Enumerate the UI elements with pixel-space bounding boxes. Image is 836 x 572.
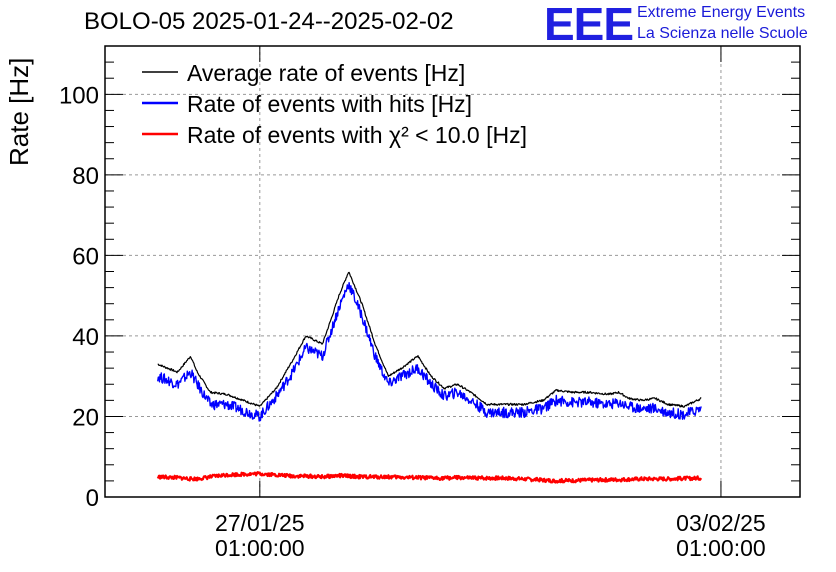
y-tick-label: 0 xyxy=(86,485,99,512)
y-tick-label: 100 xyxy=(59,82,99,109)
series-line-2 xyxy=(156,471,703,484)
plot-frame xyxy=(104,45,801,498)
legend-label-0: Average rate of events [Hz] xyxy=(187,60,465,86)
frame-layer: 02040608010027/01/2501:00:0003/02/2501:0… xyxy=(59,45,801,561)
y-tick-label: 60 xyxy=(72,243,99,270)
x-tick-label-date: 03/02/25 xyxy=(676,510,766,536)
legend-label-2: Rate of events with χ² < 10.0 [Hz] xyxy=(187,122,527,148)
y-tick-label: 20 xyxy=(72,404,99,431)
logo-line-2: La Scienza nelle Scuole xyxy=(637,25,808,42)
grid-layer xyxy=(105,46,800,497)
eee-logo-mark: EEE xyxy=(544,0,634,50)
legend-label-1: Rate of events with hits [Hz] xyxy=(187,91,472,117)
x-tick-label-time: 01:00:00 xyxy=(215,535,305,561)
legend: Average rate of events [Hz] Rate of event… xyxy=(142,60,527,148)
logo-line-1: Extreme Energy Events xyxy=(637,4,806,21)
y-tick-label: 80 xyxy=(72,163,99,190)
series-line-0 xyxy=(157,271,702,408)
series-layer xyxy=(156,271,703,484)
series-line-1 xyxy=(157,282,702,422)
x-tick-label-date: 27/01/25 xyxy=(215,510,305,536)
y-tick-label: 40 xyxy=(72,324,99,351)
x-tick-label-time: 01:00:00 xyxy=(676,535,766,561)
chart-title: BOLO-05 2025-01-24--2025-02-02 xyxy=(84,8,454,35)
